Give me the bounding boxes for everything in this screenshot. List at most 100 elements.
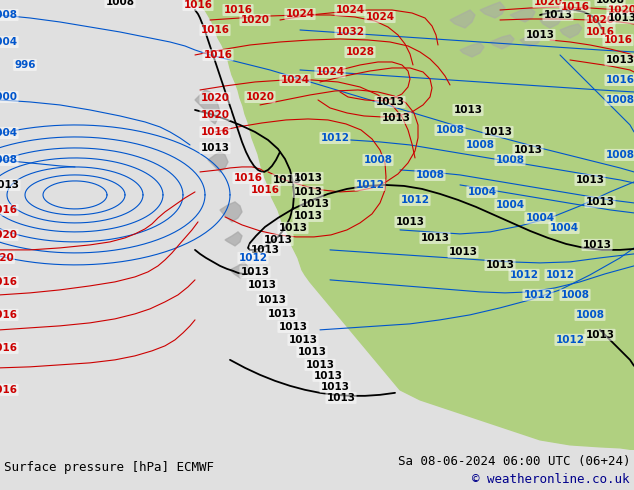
Text: 1004: 1004 [526,213,555,223]
Text: 1013: 1013 [420,233,450,243]
Text: 020: 020 [0,253,14,263]
Polygon shape [460,43,484,57]
Text: 1008: 1008 [576,310,604,320]
Polygon shape [490,35,514,49]
Text: 1016: 1016 [200,127,230,137]
Text: 1013: 1013 [288,335,318,345]
Text: 1024: 1024 [335,5,365,15]
Text: 1013: 1013 [273,175,302,185]
Text: 1004: 1004 [495,200,524,210]
Text: 1008: 1008 [496,155,524,165]
Text: 1032: 1032 [335,27,365,37]
Text: 1013: 1013 [327,393,356,403]
Text: 1004: 1004 [0,37,18,47]
Text: 1013: 1013 [268,309,297,319]
Text: 1012: 1012 [356,180,384,190]
Text: 1013: 1013 [484,127,512,137]
Text: 1013: 1013 [375,97,404,107]
Text: 1016: 1016 [250,185,280,195]
Text: 1013: 1013 [278,322,307,332]
Text: 1024: 1024 [285,9,314,19]
Text: 1016: 1016 [233,173,262,183]
Polygon shape [450,10,475,28]
Text: 1016: 1016 [224,5,252,15]
Text: 1013: 1013 [0,180,20,190]
Text: 1013: 1013 [294,187,323,197]
Text: 1013: 1013 [240,267,269,277]
Text: 1013: 1013 [396,217,425,227]
Text: 1013: 1013 [586,330,614,340]
Polygon shape [230,262,248,278]
Text: 1013: 1013 [453,105,482,115]
Text: 1013: 1013 [301,199,330,209]
Polygon shape [510,8,535,22]
Text: 1008: 1008 [605,95,634,105]
Text: 1013: 1013 [583,240,612,250]
Polygon shape [540,14,562,28]
Text: 1008: 1008 [436,125,465,135]
Text: 1016: 1016 [0,385,18,395]
Text: 1004: 1004 [467,187,496,197]
Text: 1016: 1016 [560,2,590,12]
Text: 1013: 1013 [448,247,477,257]
Text: 1016: 1016 [204,50,233,60]
Text: 1013: 1013 [607,13,634,23]
Text: 1013: 1013 [605,55,634,65]
Text: 1013: 1013 [382,113,410,123]
Text: 1012: 1012 [321,133,349,143]
Polygon shape [190,0,634,450]
Text: 1013: 1013 [294,211,323,221]
Text: 1013: 1013 [306,360,335,370]
Text: 1008: 1008 [465,140,495,150]
Text: 1013: 1013 [514,145,543,155]
Text: 1013: 1013 [200,143,230,153]
Text: 1013: 1013 [321,382,349,392]
Text: 1013: 1013 [543,10,573,20]
Text: 1012: 1012 [524,290,552,300]
Text: 1016: 1016 [0,205,18,215]
Text: 1013: 1013 [576,175,604,185]
Text: 1020: 1020 [533,0,562,7]
Text: 1008: 1008 [605,150,634,160]
Text: 1024: 1024 [280,75,309,85]
Text: 1016: 1016 [604,35,633,45]
Text: 1016: 1016 [183,0,212,10]
Text: 1016: 1016 [200,25,230,35]
Text: 1008: 1008 [560,290,590,300]
Text: Surface pressure [hPa] ECMWF: Surface pressure [hPa] ECMWF [4,462,214,474]
Text: 1004: 1004 [0,128,18,138]
Text: 1008: 1008 [415,170,444,180]
Text: 1024: 1024 [365,12,394,22]
Text: 1016: 1016 [586,27,614,37]
Text: © weatheronline.co.uk: © weatheronline.co.uk [472,473,630,487]
Polygon shape [225,232,242,246]
Text: 1013: 1013 [264,235,292,245]
Text: 1012: 1012 [555,335,585,345]
Text: 1013: 1013 [313,371,342,381]
Text: 1013: 1013 [257,295,287,305]
Text: 1012: 1012 [401,195,429,205]
Text: 1013: 1013 [278,223,307,233]
Text: 1020: 1020 [586,15,614,25]
Text: 1016: 1016 [0,310,18,320]
Text: 1024: 1024 [316,67,344,77]
Text: 1013: 1013 [247,280,276,290]
Text: 1013: 1013 [294,173,323,183]
Text: 1012: 1012 [545,270,574,280]
Text: 1020: 1020 [240,15,269,25]
Text: 1008: 1008 [105,0,134,7]
Text: 1016: 1016 [0,277,18,287]
Text: 1020: 1020 [245,92,275,102]
Polygon shape [208,152,228,172]
Text: 1013: 1013 [297,347,327,357]
Text: 1020: 1020 [0,230,18,240]
Text: Sa 08-06-2024 06:00 UTC (06+24): Sa 08-06-2024 06:00 UTC (06+24) [398,455,630,468]
Text: 1016: 1016 [0,343,18,353]
Text: 1020: 1020 [607,5,634,15]
Text: 1013: 1013 [586,197,614,207]
Text: 1013: 1013 [486,260,515,270]
Text: 1008: 1008 [0,155,18,165]
Text: 996: 996 [14,60,36,70]
Polygon shape [560,24,582,38]
Text: 1020: 1020 [200,110,230,120]
